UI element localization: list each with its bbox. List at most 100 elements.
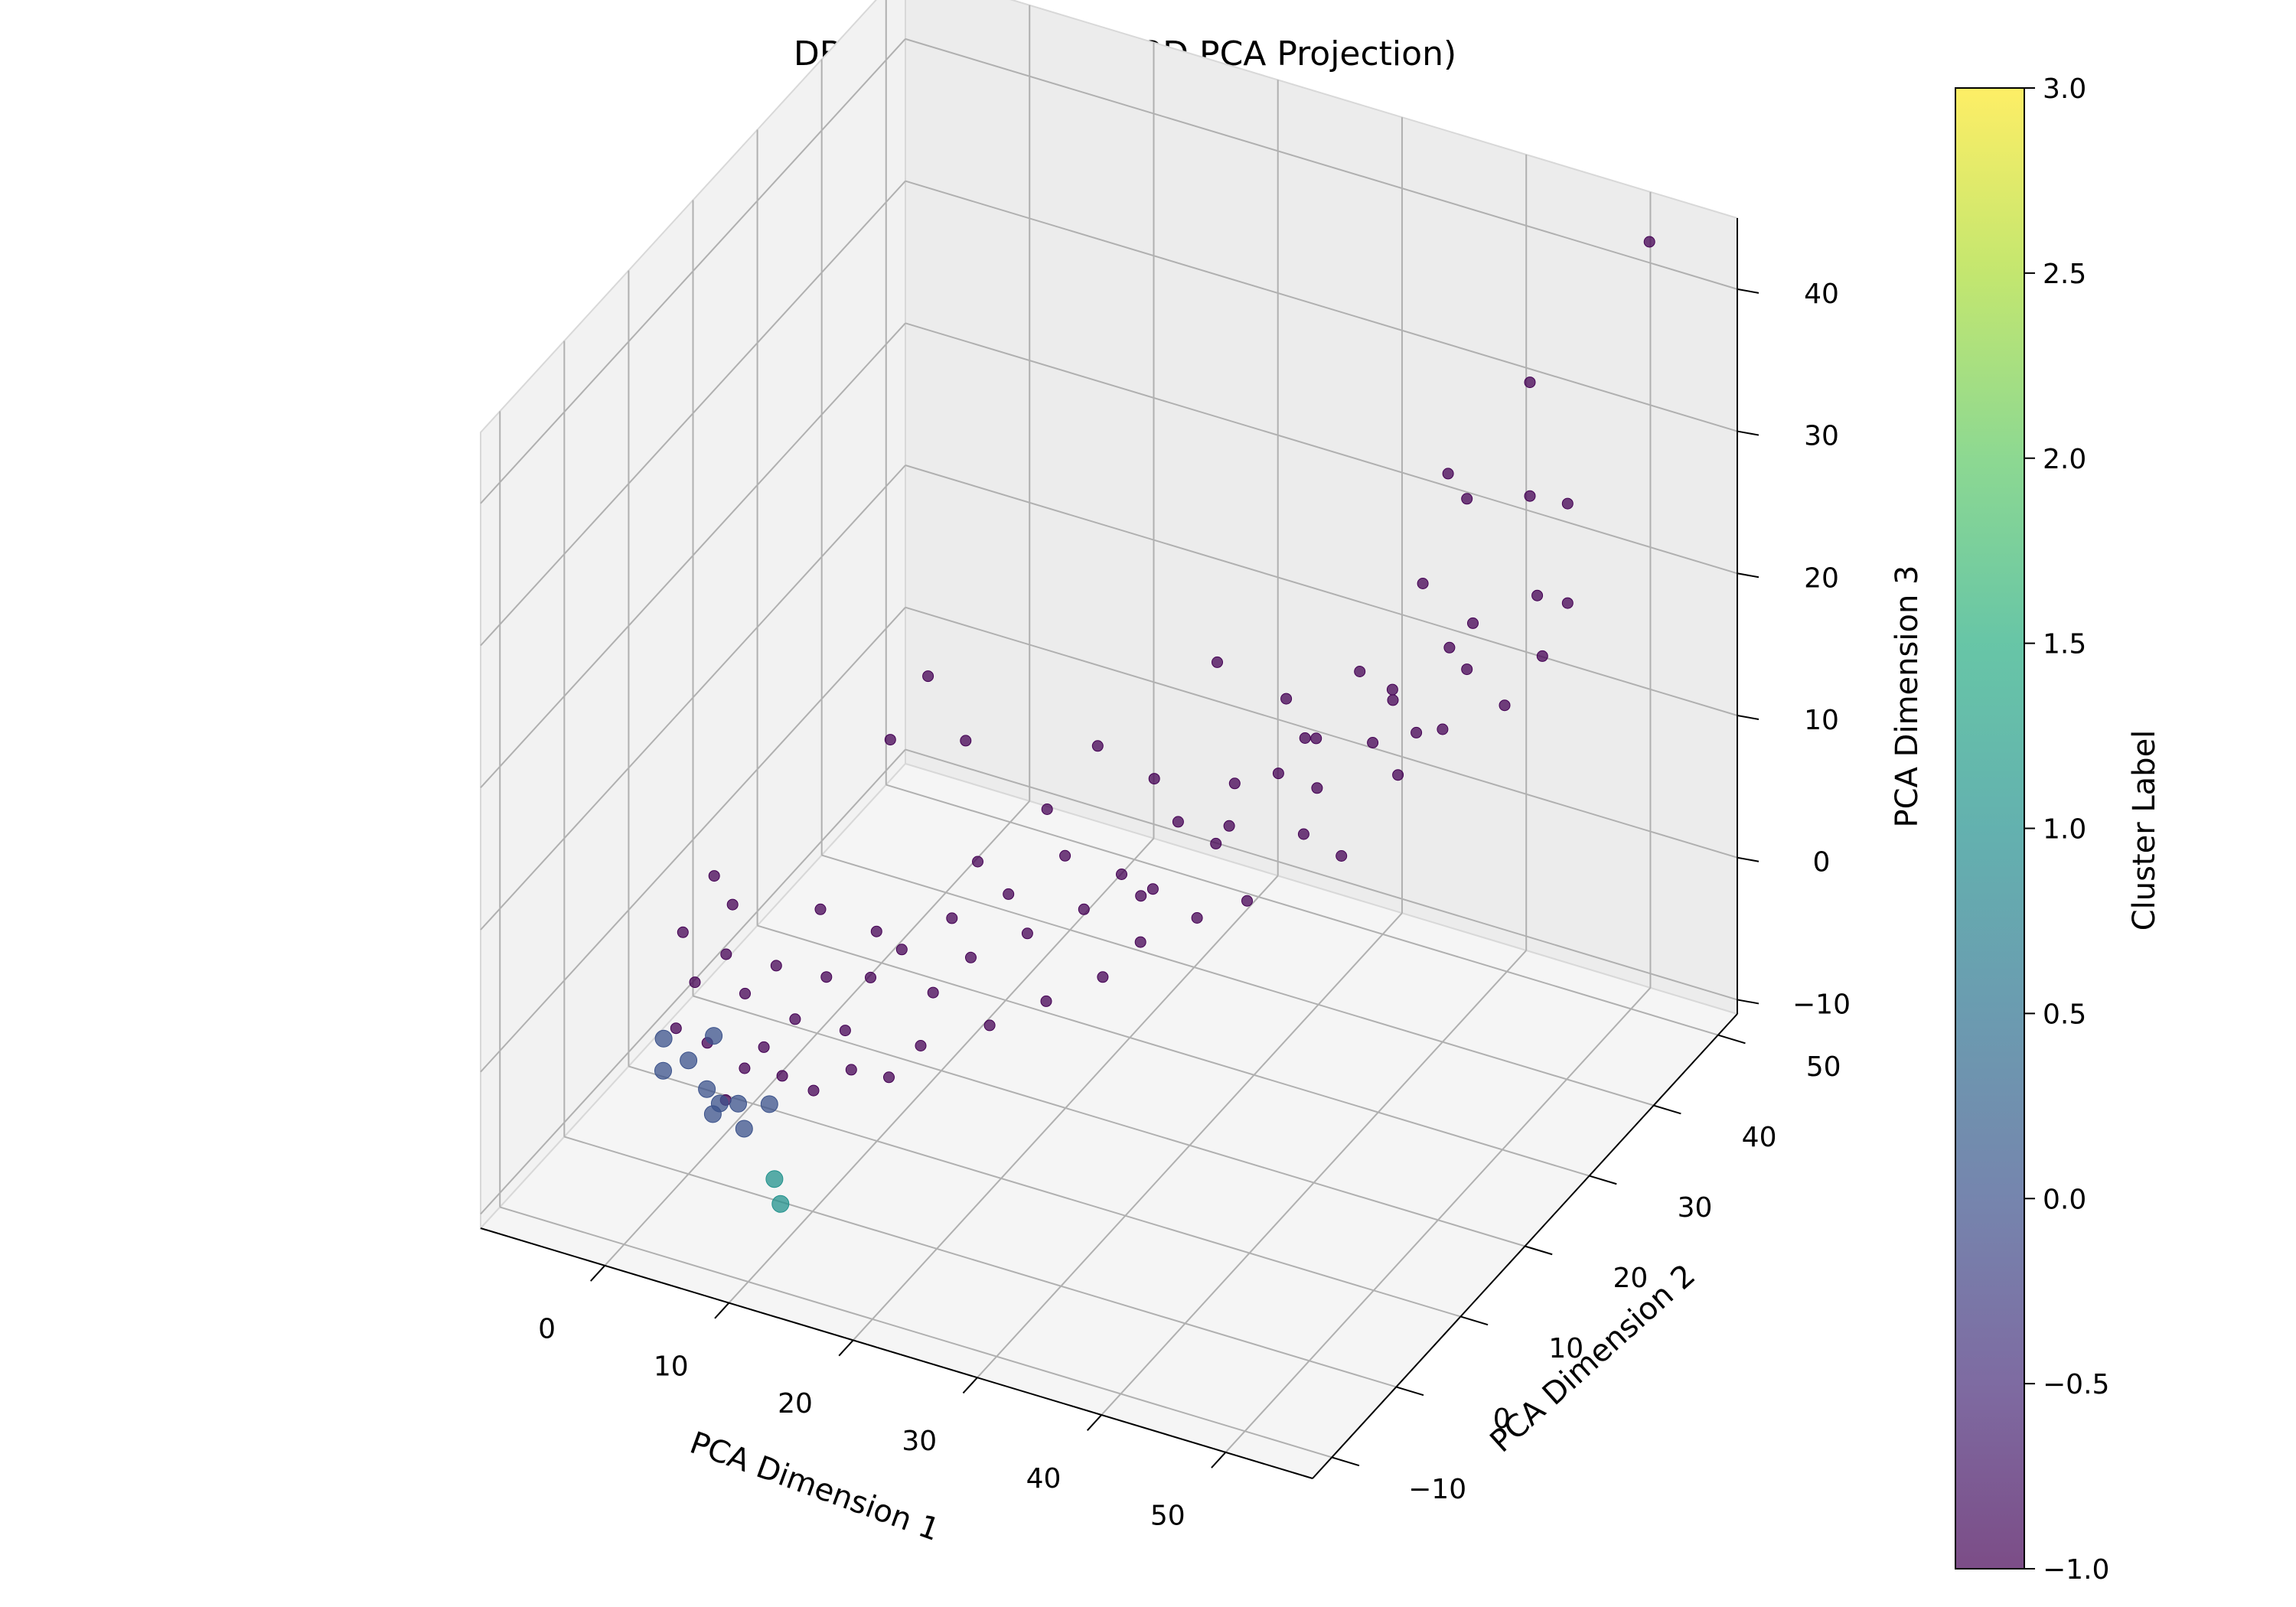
scatter-point [670,1022,682,1035]
scatter-point [915,1040,927,1051]
scatter-point [1116,869,1127,880]
x-tick-label: 20 [778,1388,813,1420]
scatter-point [1643,236,1655,248]
scatter-point [1078,903,1090,915]
z-grid-line-side [480,322,906,788]
colorbar-tick-label: −0.5 [2043,1369,2109,1400]
x-tick-mark [590,1265,605,1282]
scatter-point [689,976,701,989]
colorbar-tick-label: 2.0 [2043,444,2086,475]
scatter-point [1191,912,1203,924]
x-tick-label: 10 [654,1351,689,1382]
colorbar-tick-label: 2.5 [2043,259,2086,290]
y-tick-label: −10 [1408,1474,1466,1505]
scatter-point [708,870,720,882]
scatter-point [1354,666,1366,677]
z-grid-line-side [480,180,906,647]
y-tick-label: 30 [1678,1192,1713,1224]
scatter-point [922,670,934,683]
y-tick-label: 40 [1742,1122,1777,1153]
scatter-point [1467,617,1479,629]
colorbar-tick-label: 0.5 [2043,999,2086,1030]
y-grid-line-floor [885,784,1719,1036]
colorbar-tick-label: 0.0 [2043,1184,2086,1215]
scatter-point [1561,597,1574,609]
scatter-point [1417,578,1429,589]
colorbar-label: Cluster Label [2127,730,2162,931]
scatter-point [680,1051,698,1070]
scatter-point [1386,683,1398,696]
scatter-point [845,1064,857,1076]
scatter-point [983,1019,996,1032]
y-tick-mark [1589,1175,1617,1185]
scatter-point [895,944,908,956]
z-tick-label: −10 [1792,989,1851,1020]
scatter-point [739,1062,751,1074]
scatter-point [839,1025,851,1037]
grid-lines [480,0,1738,1459]
y-grid-line-floor [821,854,1654,1107]
scatter-point [710,1094,729,1113]
y-tick-mark [1653,1104,1681,1115]
scatter-point [972,856,983,868]
scatter-point [776,1070,788,1082]
scatter-point [870,925,882,937]
scatter-point [1212,656,1223,668]
scatter-point [1411,726,1423,738]
y-tick-label: 20 [1613,1263,1648,1294]
scatter-point [1531,589,1544,601]
y-tick-label: 10 [1548,1333,1583,1364]
scatter-point [884,734,896,746]
scatter-point [1241,895,1253,907]
plot-3d-axes: 0 10 20 30 40 50 −10 0 10 20 30 40 50 −10 0 10 20 30 40 [479,0,1851,1532]
scatter-point [1387,694,1399,706]
z-tick-mark [1737,572,1760,579]
scatter-point [1223,820,1235,832]
scatter-point [760,1095,778,1113]
scatter-point [883,1071,895,1084]
x-tick-label: 40 [1026,1463,1062,1495]
colorbar-ticks: −1.0 −0.5 0.0 0.5 1.0 1.5 2.0 2.5 3.0 [2024,73,2109,1586]
z-grid-line-back [905,748,1738,1001]
z-axis-label: PCA Dimension 3 [1890,566,1925,828]
z-grid-line-side [480,464,906,931]
scatter-point [1059,849,1071,862]
y-tick-mark [1717,1034,1746,1045]
scatter-point [1228,777,1241,790]
z-grid-line-back [905,464,1738,716]
x-tick-mark [714,1302,730,1319]
z-grid-line-back [905,322,1738,575]
z-tick-label: 20 [1804,562,1839,594]
z-tick-mark [1737,430,1760,436]
z-grid-line-side [480,607,906,1073]
scatter-point [758,1041,770,1053]
scatter-point [1172,816,1184,828]
y-tick-mark [1525,1245,1553,1256]
scatter-point [1310,732,1322,745]
x-tick-label: 30 [902,1426,937,1457]
scatter-point [1499,699,1511,712]
y-grid-line-floor [564,1136,1397,1388]
y-tick-mark [1331,1456,1360,1467]
scatter-point [960,735,972,747]
scatter-point [765,1170,784,1188]
x-tick-mark [962,1377,978,1394]
scatter-point [739,987,751,999]
scatter-point [771,1195,790,1213]
scatter-point [865,971,876,983]
scatter-point [1561,497,1574,510]
scatter-point [1461,663,1473,676]
scatter-point [1336,850,1348,862]
scatter-points [654,236,1655,1213]
z-tick-label: 30 [1804,421,1839,452]
scatter-point [1272,768,1284,780]
scatter-point [1021,927,1033,940]
colorbar-gradient [1955,87,2025,1570]
z-tick-label: 40 [1804,279,1839,310]
scatter-point [1437,723,1449,735]
colorbar: −1.0 −0.5 0.0 0.5 1.0 1.5 2.0 2.5 3.0 Cluster La… [1955,73,2162,1586]
scatter-point [1536,650,1548,662]
z-grid-line-back [905,606,1738,859]
scatter-point [1367,737,1379,748]
